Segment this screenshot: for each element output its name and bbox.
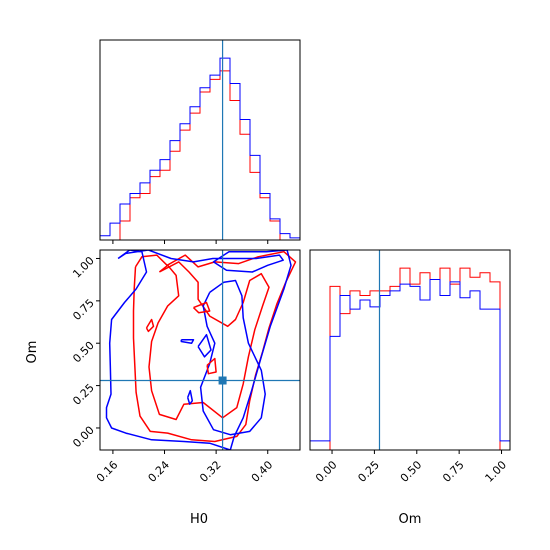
om-histogram-frame bbox=[309, 249, 511, 451]
truth-marker bbox=[218, 376, 227, 385]
h0-histogram-panel bbox=[99, 39, 301, 244]
om-histogram-series-1 bbox=[310, 279, 510, 450]
contour-island-series-0 bbox=[206, 357, 217, 375]
contour-island-series-1 bbox=[197, 333, 212, 358]
h0-histogram-frame bbox=[99, 39, 301, 241]
om-histogram-axis-label: Om bbox=[399, 512, 422, 527]
contour-island-series-0 bbox=[192, 301, 211, 314]
contour-frame bbox=[99, 249, 301, 451]
h0-axis-label: H0 bbox=[190, 512, 208, 527]
contour-island-series-1 bbox=[180, 339, 195, 344]
om-axis-label: Om bbox=[25, 341, 40, 364]
contour-inner-series-1 bbox=[199, 279, 266, 436]
contour-outer-series-1 bbox=[105, 250, 292, 450]
h0-histogram-series-1 bbox=[100, 57, 300, 240]
contour-island-series-0 bbox=[145, 318, 155, 333]
contour-inner-series-0 bbox=[148, 261, 270, 421]
om-histogram-series-0 bbox=[310, 267, 510, 450]
contour-island-series-1 bbox=[186, 389, 194, 405]
